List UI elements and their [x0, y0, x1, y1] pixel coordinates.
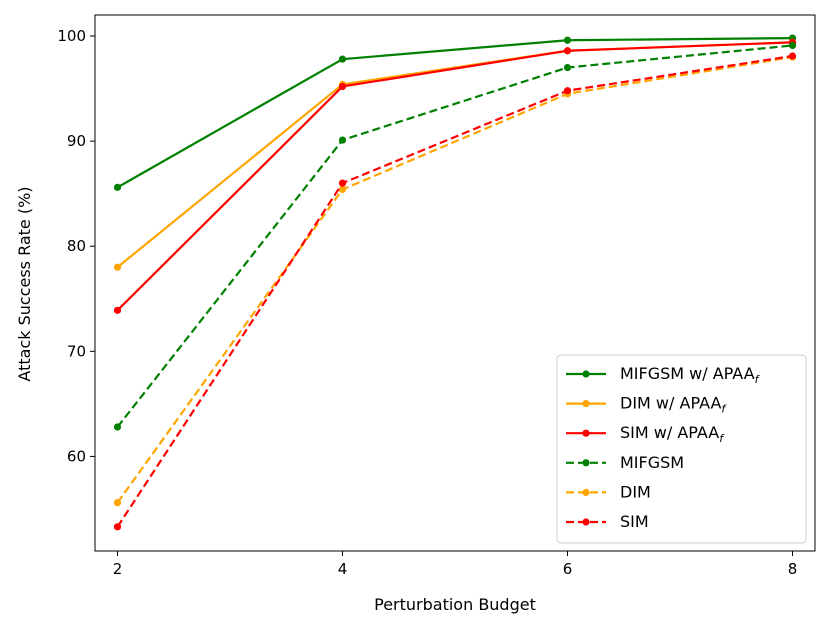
data-point	[113, 306, 122, 314]
series-1	[113, 34, 797, 191]
series-6	[113, 52, 797, 531]
data-point	[338, 55, 347, 63]
y-axis-ticks: 60 70 80 90 100	[57, 27, 95, 465]
legend-swatch-marker	[582, 400, 590, 408]
series-line	[116, 37, 793, 189]
series-line	[116, 55, 793, 504]
x-axis-ticks: 2 4 6 8	[113, 551, 798, 578]
legend-label: MIFGSM	[620, 453, 684, 472]
y-tick-label: 70	[67, 342, 86, 360]
legend-swatch-marker	[582, 370, 590, 378]
series-line	[116, 44, 793, 428]
legend-label: DIM w/ APAAf	[620, 394, 727, 416]
data-point	[113, 423, 122, 431]
data-point	[338, 185, 347, 194]
data-point	[113, 263, 122, 271]
legend-label: SIM	[620, 512, 649, 531]
data-point	[563, 36, 572, 44]
data-point	[788, 41, 797, 50]
series-line	[116, 41, 793, 312]
legend-item: MIFGSM	[566, 453, 684, 472]
legend-item: SIM w/ APAAf	[566, 423, 725, 445]
legend-item: SIM	[566, 512, 649, 531]
legend-swatch-marker	[582, 459, 590, 467]
data-point	[563, 87, 572, 95]
data-point	[563, 63, 572, 72]
y-tick-label: 60	[67, 447, 86, 465]
y-tick-label: 100	[57, 27, 86, 45]
data-point	[113, 499, 122, 507]
x-tick-label: 6	[563, 560, 573, 578]
y-tick-label: 90	[67, 132, 86, 150]
legend-item: DIM	[566, 482, 651, 501]
data-point	[338, 136, 347, 144]
x-tick-label: 2	[113, 560, 123, 578]
series-layer	[113, 34, 797, 531]
legend-box	[556, 354, 807, 544]
y-axis-label: Attack Success Rate (%)	[15, 186, 34, 381]
legend-item: DIM w/ APAAf	[566, 394, 727, 416]
x-axis-label: Perturbation Budget	[374, 595, 536, 614]
x-tick-label: 8	[788, 560, 798, 578]
data-point	[338, 179, 347, 187]
data-point	[788, 52, 797, 60]
x-tick-label: 4	[338, 560, 348, 578]
y-tick-label: 80	[67, 237, 86, 255]
data-point	[113, 183, 122, 191]
legend-label: SIM w/ APAAf	[620, 423, 725, 445]
legend: MIFGSM w/ APAAf DIM w/ APAAf SIM w/ APAAf M…	[556, 354, 807, 544]
legend-swatch-marker	[582, 488, 590, 496]
legend-item: MIFGSM w/ APAAf	[566, 364, 761, 386]
legend-swatch-marker	[582, 518, 590, 526]
legend-label: DIM	[620, 482, 651, 501]
legend-label: MIFGSM w/ APAAf	[620, 364, 761, 386]
data-point	[563, 47, 572, 55]
data-point	[113, 523, 122, 531]
series-4	[113, 41, 797, 431]
data-point	[338, 82, 347, 91]
series-line	[116, 54, 793, 528]
legend-swatch-marker	[582, 429, 590, 437]
